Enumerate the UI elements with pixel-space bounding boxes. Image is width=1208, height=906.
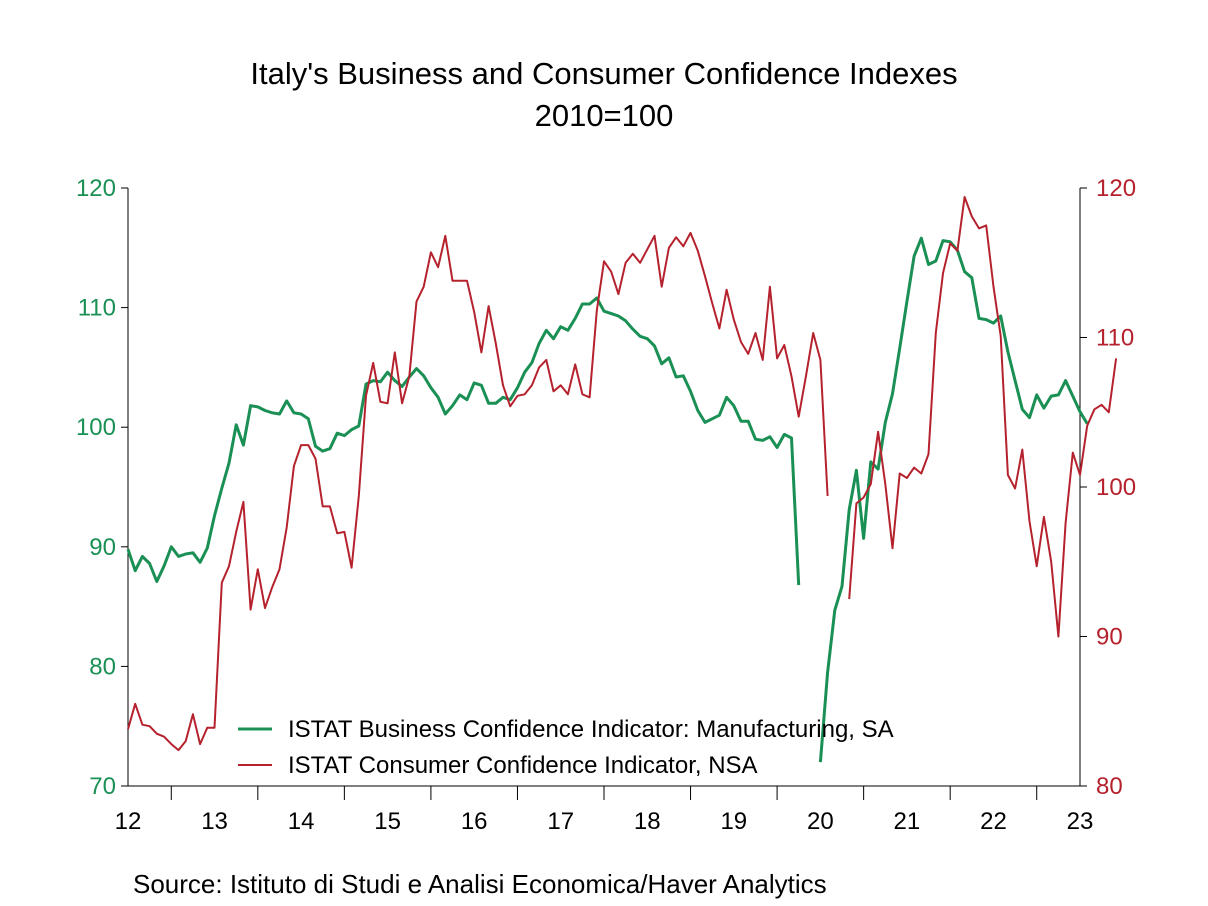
right-tick-label: 120	[1096, 175, 1136, 202]
left-tick-label: 70	[89, 773, 116, 800]
right-axis-ticks: 80 90 100 110 120	[1080, 175, 1136, 800]
x-tick-label: 15	[374, 808, 401, 835]
chart-title: Italy's Business and Consumer Confidence…	[250, 56, 957, 91]
legend-label-business: ISTAT Business Confidence Indicator: Man…	[288, 716, 894, 743]
x-tick-label: 18	[634, 808, 661, 835]
series-lines	[126, 196, 1118, 763]
axes	[127, 188, 1081, 787]
series-line-consumer	[127, 196, 1118, 752]
left-tick-label: 110	[78, 295, 116, 322]
left-tick-label: 80	[89, 653, 116, 680]
right-tick-label: 80	[1096, 773, 1123, 800]
chart-subtitle: 2010=100	[535, 98, 674, 133]
x-tick-label: 22	[980, 808, 1007, 835]
right-tick-label: 100	[1096, 474, 1136, 501]
left-tick-label: 100	[76, 414, 116, 441]
x-tick-label: 17	[547, 808, 574, 835]
series-line-business	[126, 236, 1089, 763]
x-tick-label: 14	[288, 808, 315, 835]
x-axis-ticks: 12 13 14 15 16 17 18 19 20 21 22 23	[115, 786, 1094, 835]
x-tick-label: 23	[1067, 808, 1094, 835]
legend-label-consumer: ISTAT Consumer Confidence Indicator, NSA	[288, 752, 758, 779]
right-tick-label: 90	[1096, 624, 1123, 651]
right-tick-label: 110	[1096, 325, 1134, 352]
source-note: Source: Istituto di Studi e Analisi Econ…	[133, 869, 827, 899]
left-axis-ticks: 70 80 90 100 110 120	[76, 175, 128, 800]
left-tick-label: 90	[89, 534, 116, 561]
x-tick-label: 21	[894, 808, 921, 835]
left-tick-label: 120	[76, 175, 116, 202]
x-tick-label: 16	[461, 808, 488, 835]
x-tick-label: 12	[115, 808, 142, 835]
x-tick-label: 20	[807, 808, 834, 835]
x-tick-label: 19	[720, 808, 747, 835]
x-tick-label: 13	[201, 808, 228, 835]
legend: ISTAT Business Confidence Indicator: Man…	[238, 716, 894, 779]
